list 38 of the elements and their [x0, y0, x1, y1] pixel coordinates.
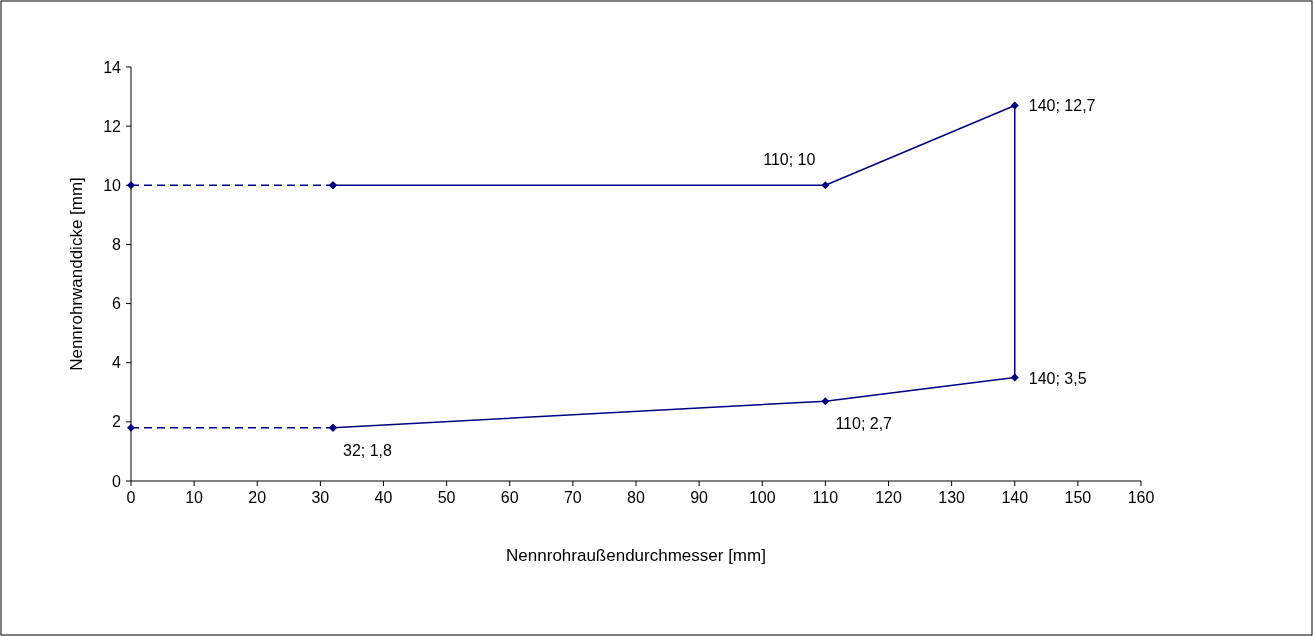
y-tick-label: 6 — [112, 295, 122, 313]
x-tick-label: 130 — [938, 489, 966, 506]
annotation: 140; 3,5 — [1028, 369, 1087, 387]
y-axis-title: Nennrohrwanddicke [mm] — [67, 177, 86, 371]
y-tick-label: 4 — [112, 354, 122, 372]
x-axis-title: Nennrohraußendurchmesser [mm] — [506, 546, 766, 565]
annotation: 32; 1,8 — [343, 441, 393, 459]
x-tick-label: 80 — [627, 489, 645, 506]
x-tick-label: 0 — [126, 489, 136, 506]
x-tick-label: 40 — [374, 489, 393, 506]
point — [821, 397, 830, 406]
x-tick-label: 50 — [437, 489, 456, 506]
point — [1010, 101, 1019, 110]
point — [821, 181, 830, 190]
x-tick-label: 110 — [812, 489, 839, 506]
y-tick-label: 8 — [112, 236, 122, 254]
y-tick-label: 10 — [103, 176, 122, 194]
y-tick-label: 14 — [103, 58, 122, 76]
annotation: 140; 12,7 — [1028, 97, 1096, 115]
y-tick-label: 2 — [112, 413, 122, 431]
x-tick-label: 150 — [1064, 489, 1092, 506]
x-tick-label: 90 — [690, 489, 709, 506]
x-tick-label: 20 — [248, 489, 267, 506]
y-tick-label: 12 — [103, 117, 122, 135]
point — [127, 181, 135, 190]
x-tick-label: 120 — [875, 489, 902, 506]
annotation: 110; 10 — [763, 151, 816, 169]
point — [1010, 373, 1019, 382]
x-tick-label: 70 — [563, 489, 582, 506]
y-tick-label: 0 — [112, 472, 122, 490]
annotation: 110; 2,7 — [835, 415, 893, 433]
x-tick-label: 10 — [185, 489, 204, 506]
x-tick-label: 100 — [748, 489, 776, 506]
x-tick-label: 160 — [1127, 489, 1155, 506]
x-tick-label: 140 — [1001, 489, 1029, 506]
point — [127, 423, 135, 432]
x-tick-label: 60 — [500, 489, 519, 506]
x-tick-label: 30 — [311, 489, 330, 506]
